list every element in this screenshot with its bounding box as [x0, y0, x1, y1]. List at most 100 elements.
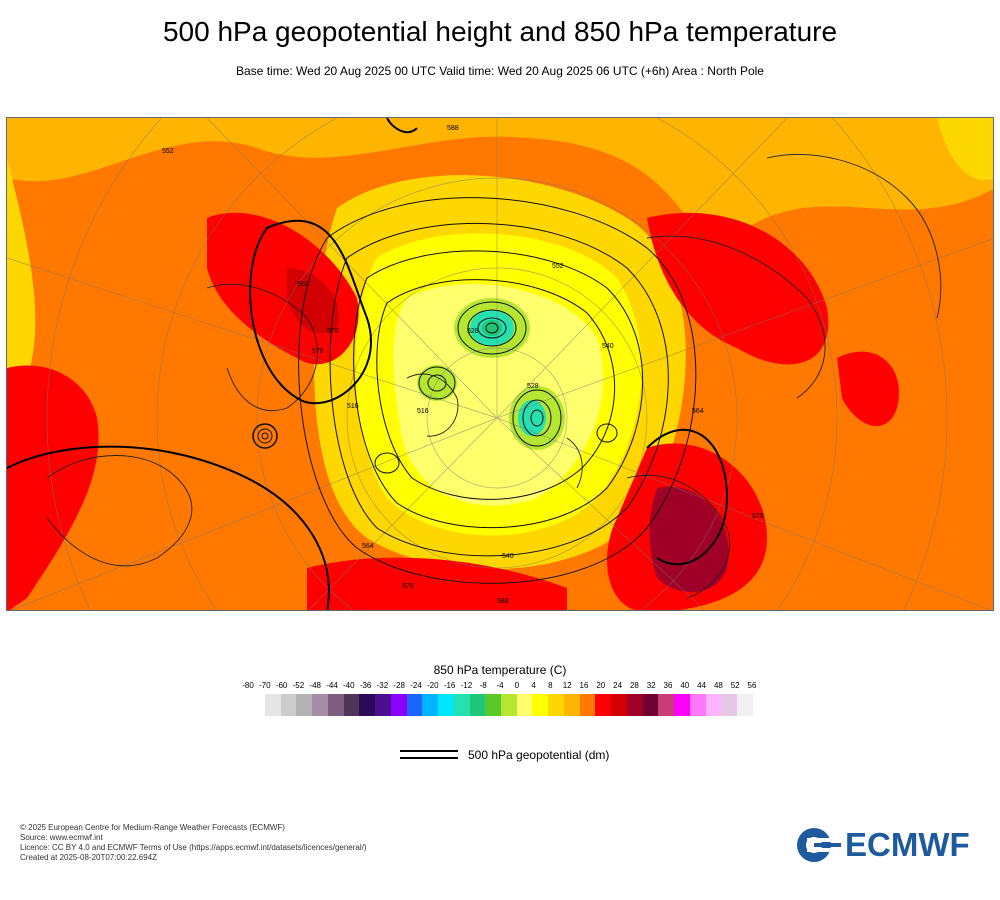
- hot-region-topright: [937, 118, 993, 180]
- ecmwf-logo: ECMWF: [795, 826, 985, 864]
- colorbar-swatch: [453, 694, 470, 716]
- colorbar-swatch: [548, 694, 564, 716]
- hot-region-northamerica-dark: [287, 268, 339, 334]
- contour-labels: 552 552 576 576 588 552 528 528 516 516 …: [162, 125, 764, 605]
- colorbar-tick-label: 44: [697, 681, 707, 690]
- colorbar-swatch: [642, 694, 659, 716]
- colorbar-tick-label: -40: [343, 681, 355, 690]
- colorbar-tick-label: 28: [629, 681, 639, 690]
- colorbar-swatch: [296, 694, 313, 716]
- colorbar-swatch: [359, 694, 376, 716]
- colorbar-swatch: [658, 694, 675, 716]
- contour-label: 576: [312, 348, 324, 355]
- colorbar-tick-label: -80: [242, 681, 254, 690]
- colorbar-tick-label: 12: [562, 681, 572, 690]
- temperature-field-west-yellow: [7, 158, 36, 398]
- temperature-field-polar-pale: [393, 283, 604, 506]
- colorbar-tick-label: 32: [646, 681, 656, 690]
- geopotential-contours: [252, 197, 697, 584]
- colorbar-swatch: [343, 694, 360, 716]
- contour-label: 576: [327, 328, 339, 335]
- colorbar-swatch: [265, 694, 281, 716]
- colorbar-swatch: [312, 694, 328, 716]
- colorbar-tick-label: -36: [359, 681, 372, 690]
- geopotential-contours-bold: [7, 118, 729, 610]
- colorbar-swatch: [532, 694, 549, 716]
- colorbar-tick-label: -16: [443, 681, 456, 690]
- temperature-legend-ticks: -80 -70 -60 -52 -48 -44 -40 -36 -32 -28 -24 -20 -16-…: [0, 681, 1000, 693]
- colorbar-tick-label: -8: [479, 681, 487, 690]
- credits-licence: Licence: CC BY 4.0 and ECMWF Terms of Us…: [20, 843, 367, 852]
- colorbar-tick-label: 36: [663, 681, 673, 690]
- hot-region-sw: [7, 365, 99, 610]
- colorbar-swatch: [501, 694, 517, 716]
- colorbar-tick-label: -24: [410, 681, 422, 690]
- colorbar-tick-label: 16: [579, 681, 589, 690]
- colorbar-swatch: [721, 694, 738, 716]
- contour-label: 588: [447, 125, 459, 132]
- contour-label: 516: [417, 408, 429, 415]
- colorbar-swatch: [705, 694, 722, 716]
- temperature-legend-title: 850 hPa temperature (C): [433, 663, 567, 677]
- colorbar-swatch: [485, 694, 502, 716]
- colorbar-swatch: [422, 694, 439, 716]
- colorbar-tick-label: 0: [514, 681, 520, 690]
- temperature-field-warm-orange: [7, 118, 993, 237]
- colorbar-tick-label: -44: [326, 681, 338, 690]
- colorbar-swatch: [579, 694, 596, 716]
- contour-label: 588: [497, 598, 509, 605]
- coastlines: [46, 153, 942, 599]
- page-subtitle: Base time: Wed 20 Aug 2025 00 UTC Valid …: [236, 64, 764, 78]
- colorbar-swatch: [469, 694, 486, 716]
- cold-core-north-center: [482, 320, 502, 336]
- contour-label: 540: [602, 343, 614, 350]
- colorbar-swatch: [595, 694, 612, 716]
- colorbar-tick-label: -12: [460, 681, 473, 690]
- colorbar-swatch: [563, 694, 580, 716]
- colorbar-swatch: [516, 694, 533, 716]
- colorbar-swatch: [737, 694, 753, 716]
- hot-region-asia: [647, 212, 829, 365]
- contour-label: 540: [502, 553, 514, 560]
- ecmwf-logo-icon: [797, 828, 841, 862]
- geopotential-legend: 500 hPa geopotential (dm): [400, 748, 700, 766]
- hot-region-bottom: [307, 557, 567, 610]
- ecmwf-logo-text: ECMWF: [845, 826, 970, 863]
- contour-label: 528: [527, 383, 539, 390]
- geopotential-legend-label: 500 hPa geopotential (dm): [468, 748, 610, 762]
- weather-map: 552 552 576 576 588 552 528 528 516 516 …: [6, 117, 994, 611]
- colorbar-tick-label: 48: [713, 681, 723, 690]
- graticule: [7, 118, 993, 610]
- colorbar-swatch: [327, 694, 344, 716]
- contour-label: 552: [552, 263, 564, 270]
- colorbar-tick-label: 20: [596, 681, 606, 690]
- contour-label: 564: [362, 543, 374, 550]
- credits-copyright: © 2025 European Centre for Medium-Range …: [20, 823, 285, 832]
- contour-label: 552: [162, 148, 174, 155]
- colorbar-swatch: [611, 694, 627, 716]
- colorbar-tick-label: -52: [292, 681, 305, 690]
- contour-label: 528: [467, 328, 479, 335]
- geopotential-legend-symbol: [400, 750, 458, 764]
- colorbar-tick-label: -60: [275, 681, 288, 690]
- colorbar-swatch: [280, 694, 297, 716]
- colorbar-tick-label: -48: [309, 681, 321, 690]
- contour-label: 552: [297, 281, 309, 288]
- colorbar-tick-label: 40: [680, 681, 690, 690]
- colorbar-swatch: [674, 694, 690, 716]
- colorbar-tick-label: 8: [548, 681, 553, 690]
- credits: © 2025 European Centre for Medium-Range …: [20, 823, 367, 863]
- colorbar-swatch: [390, 694, 407, 716]
- credits-created: Created at 2025-08-20T07:00:22.694Z: [20, 853, 157, 862]
- colorbar-swatch: [375, 694, 391, 716]
- contour-label: 576: [752, 513, 764, 520]
- colorbar-swatch: [438, 694, 454, 716]
- hot-region-south-dark: [649, 486, 729, 592]
- colorbar-tick-label: 56: [747, 681, 757, 690]
- colorbar-tick-label: -70: [259, 681, 271, 690]
- contour-label: 516: [347, 403, 359, 410]
- colorbar-tick-label: -4: [496, 681, 504, 690]
- colorbar-tick-label: -32: [376, 681, 389, 690]
- colorbar-tick-label: 52: [730, 681, 740, 690]
- colorbar-tick-label: 24: [613, 681, 623, 690]
